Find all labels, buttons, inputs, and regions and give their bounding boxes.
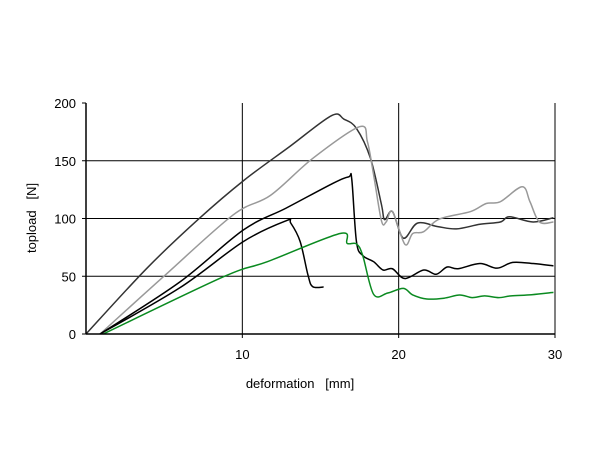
series-line-light-gray <box>99 125 554 335</box>
series-line-black-long <box>99 172 554 335</box>
y-tick-label: 100 <box>54 212 76 227</box>
grid <box>86 103 556 334</box>
y-tick-label: 200 <box>54 96 76 111</box>
tick-labels: 0 50 100 150 200 10 20 30 <box>54 96 562 362</box>
y-tick-label: 150 <box>54 154 76 169</box>
x-tick-label: 10 <box>235 347 249 362</box>
y-axis-label: topload [N] <box>24 183 39 253</box>
y-tick-label: 50 <box>62 269 76 284</box>
series-line-dark-gray <box>85 113 554 335</box>
series-group <box>85 113 554 335</box>
y-tick-label: 0 <box>69 327 76 342</box>
x-tick-label: 30 <box>548 347 562 362</box>
axes <box>82 102 556 338</box>
series-line-green <box>102 232 554 335</box>
x-axis-label: deformation [mm] <box>246 376 354 391</box>
series-line-black-short <box>99 218 324 335</box>
x-tick-label: 20 <box>391 347 405 362</box>
